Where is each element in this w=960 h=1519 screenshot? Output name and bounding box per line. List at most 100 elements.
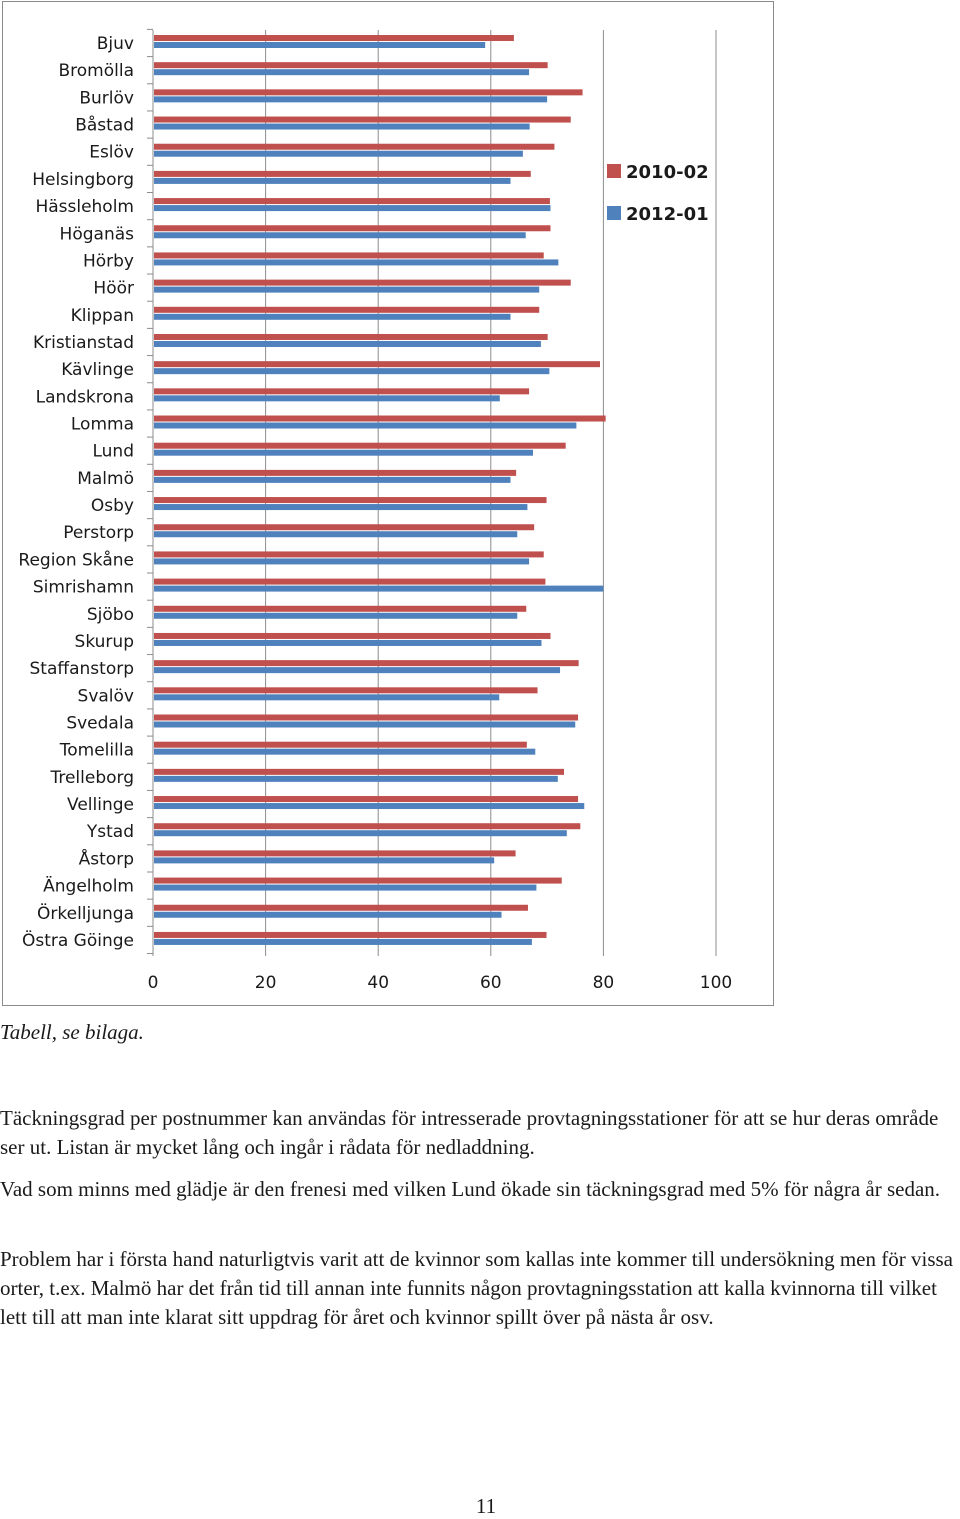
bar-chart: Bjuv Bromölla Burlöv Båstad Eslöv Helsingborg… xyxy=(18,28,732,993)
bar-2012-01 xyxy=(154,694,500,701)
category-label: Båstad xyxy=(75,115,134,136)
category-label: Burlöv xyxy=(79,88,134,108)
bar-2012-01 xyxy=(154,558,530,565)
bar-2012-01 xyxy=(154,286,540,293)
page-number: 11 xyxy=(475,1494,497,1518)
bar-2012-01 xyxy=(154,476,511,483)
x-tick-label: 100 xyxy=(700,973,732,993)
x-tick-label: 20 xyxy=(255,973,277,993)
bar-2010-02 xyxy=(154,442,566,449)
category-label: Höganäs xyxy=(60,224,135,244)
category-label: Hörby xyxy=(83,251,134,271)
category-label: Eslöv xyxy=(89,143,134,163)
bar-2010-02 xyxy=(154,904,528,911)
bar-2010-02 xyxy=(154,35,514,41)
category-label: Simrishamn xyxy=(33,578,134,598)
bar-2010-02 xyxy=(154,687,538,694)
bar-2010-02 xyxy=(154,524,535,531)
category-label: Örkelljunga xyxy=(37,902,134,924)
bar-2010-02 xyxy=(154,361,601,368)
x-tick-label: 40 xyxy=(367,973,389,993)
bar-2012-01 xyxy=(154,368,550,375)
bar-2010-02 xyxy=(154,850,516,857)
bar-2012-01 xyxy=(154,612,518,619)
bar-2010-02 xyxy=(154,578,546,585)
bar-2012-01 xyxy=(154,803,585,810)
bar-2010-02 xyxy=(154,768,564,775)
category-label: Perstorp xyxy=(63,523,134,543)
x-tick-label: 0 xyxy=(148,973,159,993)
legend-swatch xyxy=(607,206,621,220)
bar-2012-01 xyxy=(154,313,511,320)
bar-2012-01 xyxy=(154,857,495,864)
bar-2010-02 xyxy=(154,931,547,938)
category-label: Trelleborg xyxy=(49,768,134,788)
bar-2012-01 xyxy=(154,123,530,130)
category-label: Sjöbo xyxy=(87,605,134,625)
category-label: Tomelilla xyxy=(59,741,134,761)
bar-2010-02 xyxy=(154,333,548,340)
category-label: Hässleholm xyxy=(35,197,134,217)
category-label: Lomma xyxy=(71,415,134,435)
bar-2012-01 xyxy=(154,42,486,48)
bar-2010-02 xyxy=(154,388,530,395)
bar-2012-01 xyxy=(154,721,576,728)
category-label: Region Skåne xyxy=(18,549,134,570)
bar-2010-02 xyxy=(154,714,579,721)
legend-label: 2012-01 xyxy=(626,204,709,225)
bar-2012-01 xyxy=(154,639,542,646)
bar-2010-02 xyxy=(154,660,579,667)
bar-2012-01 xyxy=(154,884,537,891)
bar-2012-01 xyxy=(154,177,511,184)
bar-2010-02 xyxy=(154,605,527,612)
bar-2012-01 xyxy=(154,830,567,837)
bar-2012-01 xyxy=(154,150,523,157)
category-label: Klippan xyxy=(71,306,134,326)
bar-2012-01 xyxy=(154,911,502,918)
bar-2012-01 xyxy=(154,96,548,103)
paragraph: Täckningsgrad per postnummer kan använda… xyxy=(0,1106,939,1159)
bars xyxy=(154,35,606,945)
bar-2010-02 xyxy=(154,469,517,476)
bar-2010-02 xyxy=(154,198,550,205)
category-label: Kävlinge xyxy=(61,360,134,380)
bar-2010-02 xyxy=(154,170,531,177)
bar-2012-01 xyxy=(154,205,551,212)
bar-2010-02 xyxy=(154,497,547,504)
category-label: Osby xyxy=(91,496,134,516)
bar-2010-02 xyxy=(154,143,555,150)
category-label: Staffanstorp xyxy=(30,659,134,679)
category-label: Skurup xyxy=(75,632,134,652)
category-labels: Bjuv Bromölla Burlöv Båstad Eslöv Helsingborg… xyxy=(18,34,134,951)
bar-2010-02 xyxy=(154,877,562,884)
bar-2010-02 xyxy=(154,116,571,123)
bar-2010-02 xyxy=(154,551,544,558)
bar-2010-02 xyxy=(154,225,551,232)
axes xyxy=(147,28,154,956)
bar-2012-01 xyxy=(154,938,532,945)
category-label: Bjuv xyxy=(97,34,134,54)
legend: 2010-02 2012-01 xyxy=(607,162,709,225)
bar-2010-02 xyxy=(154,306,540,313)
bar-2010-02 xyxy=(154,796,579,803)
bar-2012-01 xyxy=(154,531,518,538)
bar-2012-01 xyxy=(154,504,528,511)
bar-2012-01 xyxy=(154,775,558,782)
chart-frame: Bjuv Bromölla Burlöv Båstad Eslöv Helsingborg… xyxy=(2,1,774,1006)
legend-label: 2010-02 xyxy=(626,162,709,183)
category-label: Kristianstad xyxy=(33,333,134,353)
bar-2010-02 xyxy=(154,252,544,259)
bar-2010-02 xyxy=(154,62,548,69)
bar-2010-02 xyxy=(154,632,551,639)
bar-2010-02 xyxy=(154,279,571,286)
bar-2012-01 xyxy=(154,585,604,592)
bar-2012-01 xyxy=(154,259,559,266)
bar-2012-01 xyxy=(154,232,526,239)
category-label: Ystad xyxy=(86,822,134,842)
bar-2012-01 xyxy=(154,667,561,674)
bar-2012-01 xyxy=(154,69,530,76)
x-tick-label: 60 xyxy=(480,973,502,993)
category-label: Ängelholm xyxy=(43,876,134,897)
bar-2010-02 xyxy=(154,89,583,96)
paragraph: Problem har i första hand naturligtvis v… xyxy=(0,1247,953,1329)
